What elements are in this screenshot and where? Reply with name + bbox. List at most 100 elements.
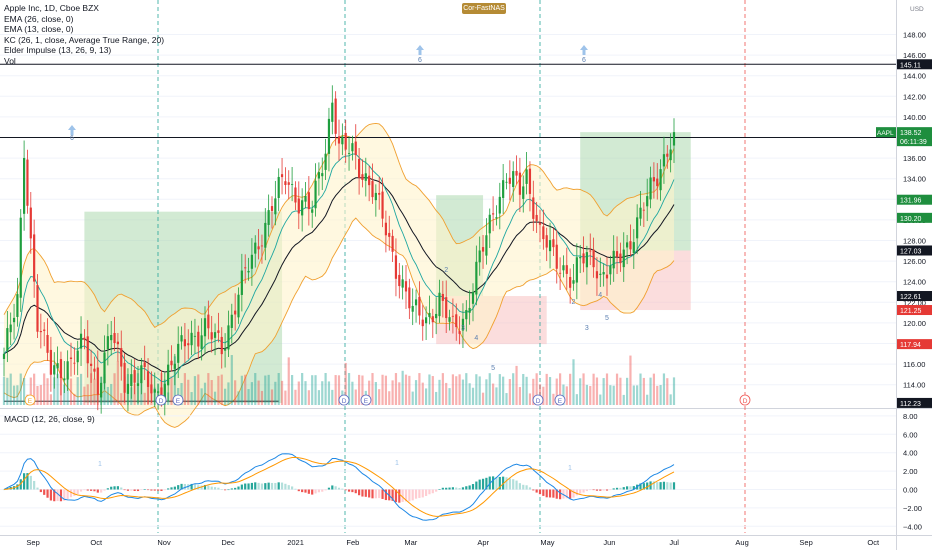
legend-volume[interactable]: Vol <box>4 55 16 66</box>
candle-body <box>317 172 320 179</box>
volume-bar <box>622 394 625 405</box>
macd-axis-tick: 0.00 <box>903 486 918 495</box>
macd-histogram-bar <box>414 489 418 499</box>
volume-bar <box>260 390 264 405</box>
macd-histogram-bar <box>270 482 274 490</box>
volume-bar <box>90 373 93 405</box>
macd-histogram-bar <box>341 488 344 490</box>
symbol-title[interactable]: Apple Inc, 1D, Cboe BZX <box>4 3 99 13</box>
volume-bar <box>455 376 458 405</box>
price-label-text: 127.03 <box>900 248 922 255</box>
macd-histogram-bar <box>595 489 599 491</box>
volume-bar <box>398 382 401 405</box>
extension-badge[interactable]: Cor-FastNAS <box>462 3 506 14</box>
time-axis-label: Jun <box>603 538 615 547</box>
macd-histogram-bar <box>384 489 387 501</box>
macd-histogram-bar <box>207 485 210 490</box>
candle-body <box>123 362 126 393</box>
macd-histogram-bar <box>572 489 575 498</box>
macd-histogram-bar <box>538 489 542 495</box>
volume-bar <box>49 394 52 405</box>
candle-body <box>589 250 592 252</box>
candle-body <box>200 335 203 349</box>
candle-body <box>183 339 186 347</box>
candle-body <box>492 213 495 215</box>
legend-ema26[interactable]: EMA (26, close, 0) <box>4 13 74 24</box>
volume-bar <box>36 385 39 405</box>
macd-histogram-bar <box>354 489 357 494</box>
candle-body <box>234 310 237 315</box>
candle-body <box>445 297 448 319</box>
macd-histogram-bar <box>237 486 240 490</box>
price-axis-tick: 124.00 <box>903 278 926 287</box>
earnings-dividend-badge <box>155 394 167 406</box>
volume-bar <box>220 374 223 405</box>
volume-bar <box>595 377 599 405</box>
ema26-line <box>3 177 675 373</box>
candle-body <box>425 317 428 324</box>
candle-body <box>512 171 515 188</box>
candle-body <box>267 210 270 225</box>
volume-bar <box>381 374 384 405</box>
price-label-text: 130.20 <box>900 216 922 223</box>
legend-elder-impulse[interactable]: Elder Impulse (13, 26, 9, 13) <box>4 45 112 56</box>
macd-histogram-bar <box>153 489 156 491</box>
volume-bar <box>431 376 434 405</box>
macd-histogram-bar <box>512 479 515 490</box>
volume-bar <box>528 393 532 405</box>
volume-bar <box>200 388 203 405</box>
time-axis-label: Mar <box>404 538 417 547</box>
volume-bar <box>495 387 498 405</box>
candle-body <box>656 178 659 187</box>
volume-bar <box>672 377 676 405</box>
candle-body <box>53 365 56 375</box>
macd-histogram-bar <box>438 489 441 490</box>
macd-histogram-bar <box>481 478 485 490</box>
macd-histogram-bar <box>49 489 52 501</box>
legend-ema13[interactable]: EMA (13, close, 0) <box>4 24 74 35</box>
price-axis-tick: 142.00 <box>903 92 926 101</box>
volume-bar <box>589 386 592 405</box>
volume-bar <box>210 380 213 405</box>
candle-body <box>73 362 76 364</box>
volume-bar <box>274 381 277 405</box>
candle-body <box>143 362 146 368</box>
volume-bar <box>287 357 290 405</box>
volume-bar <box>106 386 109 405</box>
legend-keltner[interactable]: KC (26, 1, close, Average True Range, 20… <box>4 34 165 45</box>
macd-histogram-bar <box>294 488 297 490</box>
price-axis-tick: 126.00 <box>903 257 926 266</box>
macd-histogram-bar <box>183 483 186 490</box>
volume-bar <box>461 379 465 405</box>
macd-histogram-bar <box>485 477 488 490</box>
macd-histogram-bar <box>374 489 377 499</box>
candle-body <box>113 333 116 344</box>
candle-body <box>602 272 605 275</box>
candle-body <box>478 250 481 263</box>
macd-histogram-bar <box>160 489 163 491</box>
volume-bar <box>642 377 645 405</box>
macd-histogram-bar <box>277 482 280 490</box>
candle-body <box>659 169 662 191</box>
candle-body <box>311 209 314 213</box>
volume-bar <box>334 375 337 405</box>
volume-bar <box>488 373 491 405</box>
volume-bar <box>301 373 304 405</box>
macd-histogram-bar <box>575 489 578 496</box>
macd-legend[interactable]: MACD (12, 26, close, 9) <box>4 414 95 424</box>
volume-bar <box>120 393 123 405</box>
candle-body <box>49 349 52 375</box>
candle-body <box>559 272 562 274</box>
candle-body <box>257 246 260 250</box>
candle-body <box>622 249 625 268</box>
volume-bar <box>411 391 414 405</box>
candle-body <box>46 335 49 353</box>
volume-bar <box>646 394 649 405</box>
macd-histogram-bar <box>371 489 374 499</box>
volume-bar <box>615 373 619 405</box>
volume-bar <box>532 378 535 405</box>
volume-bar <box>428 374 431 405</box>
price-axis-tick: 144.00 <box>903 72 926 81</box>
candle-body <box>36 285 39 332</box>
